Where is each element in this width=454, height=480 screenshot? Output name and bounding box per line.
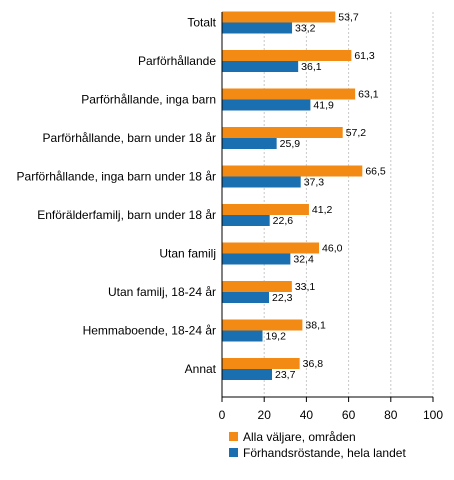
data-label: 57,2 [346, 127, 367, 139]
category-label: Totalt [187, 16, 216, 30]
bar-alla-valjare [222, 358, 300, 369]
bar-alla-valjare [222, 127, 343, 138]
data-label: 33,2 [295, 23, 316, 35]
category-label: Parförhållande, inga barn [81, 93, 216, 107]
category-label: Parförhållande [138, 54, 216, 68]
legend-label: Alla väljare, områden [243, 430, 356, 444]
category-label: Utan familj [159, 247, 216, 261]
legend-label: Förhandsröstande, hela landet [243, 446, 406, 460]
bar-forhandsrostande [222, 215, 270, 226]
x-tick-label: 40 [300, 408, 314, 422]
data-label: 32,4 [293, 254, 314, 266]
data-label: 36,8 [303, 358, 324, 370]
category-label: Parförhållande, inga barn under 18 år [17, 170, 216, 184]
x-tick-label: 80 [384, 408, 398, 422]
x-tick-label: 100 [423, 408, 443, 422]
bar-alla-valjare [222, 242, 320, 254]
bar-forhandsrostande [222, 61, 299, 72]
bar-alla-valjare [222, 319, 303, 331]
x-tick-label: 60 [342, 408, 356, 422]
x-tick-label: 0 [219, 408, 226, 422]
bar-forhandsrostande [222, 22, 293, 34]
category-label: Enförälderfamilj, barn under 18 år [37, 208, 216, 222]
bar-alla-valjare [222, 165, 363, 177]
legend-swatch [229, 432, 238, 441]
bars [222, 11, 363, 380]
category-label: Utan familj, 18-24 år [108, 285, 216, 299]
bar-forhandsrostande [222, 330, 263, 342]
legend: Alla väljare, områden Förhandsröstande, h… [229, 430, 406, 460]
data-label: 61,3 [354, 50, 375, 62]
legend-swatch [229, 448, 238, 457]
category-label: Parförhållande, barn under 18 år [43, 131, 216, 145]
bar-alla-valjare [222, 281, 292, 292]
data-label: 41,9 [313, 100, 334, 112]
bar-forhandsrostande [222, 99, 311, 111]
bar-alla-valjare [222, 11, 336, 23]
x-axis: 0 20 40 60 80 100 [219, 12, 443, 422]
data-label: 22,6 [273, 215, 294, 227]
bar-forhandsrostande [222, 253, 291, 265]
data-label: 37,3 [304, 177, 325, 189]
bar-forhandsrostande [222, 292, 270, 303]
bar-forhandsrostande [222, 176, 301, 188]
bar-alla-valjare [222, 88, 356, 100]
x-tick-label: 20 [258, 408, 272, 422]
category-label: Annat [185, 362, 217, 376]
bar-forhandsrostande [222, 369, 273, 380]
data-label: 66,5 [365, 166, 386, 178]
data-label: 36,1 [301, 61, 322, 73]
data-label: 46,0 [322, 243, 343, 255]
category-label: Hemmaboende, 18-24 år [83, 324, 216, 338]
data-label: 23,7 [275, 369, 296, 381]
bar-alla-valjare [222, 204, 309, 215]
labels: Totalt 53,7 33,2 Parförhållande 61,3 36,1 Parf… [17, 12, 386, 382]
data-label: 41,2 [312, 204, 333, 216]
bar-forhandsrostande [222, 138, 277, 149]
data-label: 38,1 [305, 320, 326, 332]
gridlines [263, 12, 434, 397]
bar-alla-valjare [222, 50, 352, 61]
data-label: 25,9 [280, 138, 301, 150]
data-label: 22,3 [272, 292, 293, 304]
data-label: 63,1 [358, 89, 379, 101]
data-label: 19,2 [266, 331, 287, 343]
data-label: 53,7 [338, 12, 359, 24]
data-label: 33,1 [295, 281, 316, 293]
